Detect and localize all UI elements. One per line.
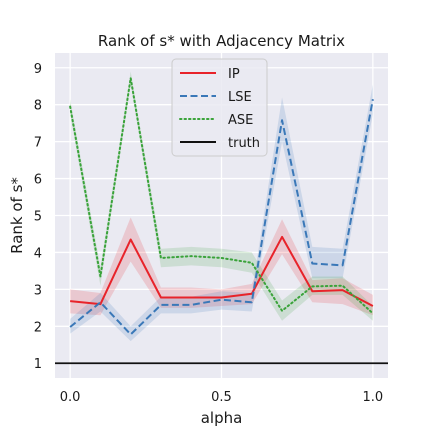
grid (55, 53, 388, 378)
y-tick-label: 8 (34, 99, 42, 114)
y-tick-label: 6 (34, 173, 42, 188)
x-axis-label: alpha (201, 409, 243, 427)
y-tick-label: 5 (34, 210, 42, 225)
confidence-bands (70, 71, 373, 342)
y-tick-label: 7 (34, 136, 42, 151)
ip-confidence-band (70, 217, 373, 316)
lse-series-line (69, 98, 374, 336)
legend-label-ase: ASE (228, 113, 253, 128)
ip-series-line (70, 235, 374, 307)
ase-series-line (69, 77, 374, 315)
y-tick-label: 2 (34, 320, 42, 335)
legend-label-ip: IP (228, 67, 240, 82)
series-lines (55, 77, 388, 365)
x-tick-label: 0.5 (211, 390, 232, 405)
legend: IP LSE ASE truth (171, 58, 268, 157)
y-tick-label: 9 (34, 62, 42, 77)
tick-labels: 1 2 3 4 5 6 7 8 9 0.0 0.5 1.0 (34, 62, 383, 405)
y-tick-label: 1 (34, 357, 42, 372)
y-tick-label: 4 (34, 246, 42, 261)
x-tick-label: 0.0 (60, 390, 81, 405)
y-axis-label: Rank of s* (8, 177, 26, 254)
y-tick-label: 3 (34, 283, 42, 298)
chart-title: Rank of s* with Adjacency Matrix (98, 32, 345, 50)
legend-frame (171, 58, 268, 157)
legend-label-truth: truth (228, 136, 260, 151)
x-tick-label: 1.0 (363, 390, 384, 405)
legend-label-lse: LSE (228, 90, 252, 105)
